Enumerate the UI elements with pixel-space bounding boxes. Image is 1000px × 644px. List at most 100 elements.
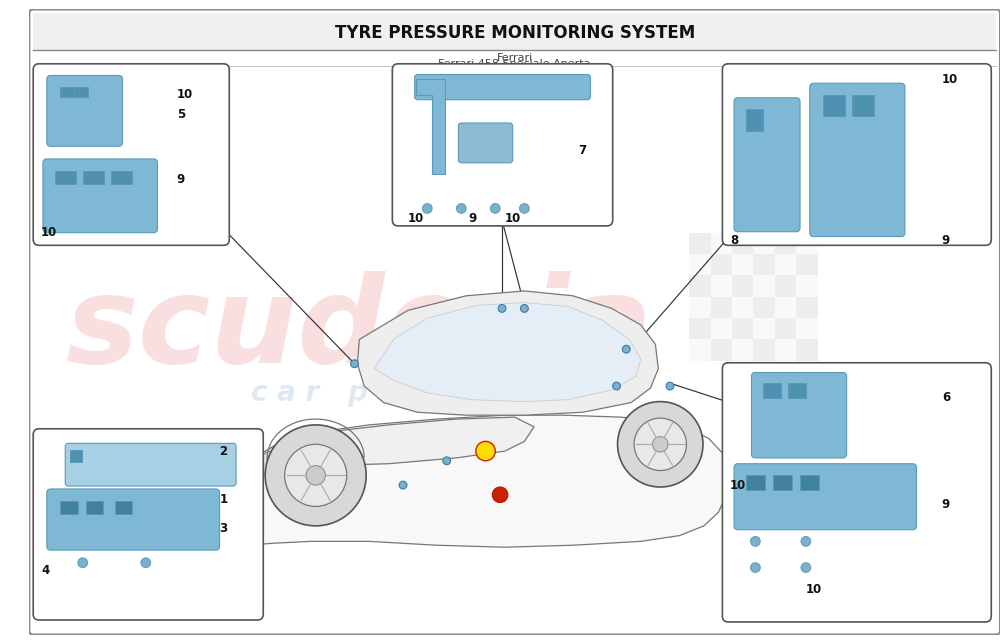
Text: 10: 10: [177, 88, 193, 101]
Bar: [74, 87, 88, 97]
Bar: [773, 475, 792, 490]
Circle shape: [492, 487, 508, 502]
Bar: [689, 318, 711, 339]
Bar: [775, 339, 796, 361]
Text: Ferrari: Ferrari: [497, 53, 533, 63]
Bar: [711, 297, 732, 318]
Bar: [775, 254, 796, 276]
Bar: [852, 95, 874, 116]
Bar: [83, 171, 104, 184]
Circle shape: [634, 418, 686, 471]
Polygon shape: [223, 415, 728, 547]
FancyBboxPatch shape: [47, 75, 123, 146]
Bar: [711, 318, 732, 339]
Text: 9: 9: [942, 234, 950, 247]
Circle shape: [476, 441, 495, 461]
FancyBboxPatch shape: [65, 443, 236, 486]
Circle shape: [652, 437, 668, 452]
FancyBboxPatch shape: [415, 75, 590, 100]
Bar: [746, 109, 763, 131]
Circle shape: [613, 382, 620, 390]
Bar: [711, 254, 732, 276]
Circle shape: [265, 425, 366, 526]
Circle shape: [498, 305, 506, 312]
Text: 10: 10: [942, 73, 958, 86]
Circle shape: [306, 466, 325, 485]
Bar: [753, 339, 775, 361]
Circle shape: [456, 204, 466, 213]
Circle shape: [520, 204, 529, 213]
Bar: [800, 475, 819, 490]
FancyBboxPatch shape: [734, 464, 917, 530]
Bar: [111, 171, 132, 184]
Polygon shape: [416, 79, 445, 175]
Text: 5: 5: [177, 108, 185, 121]
Circle shape: [751, 536, 760, 546]
Bar: [732, 232, 753, 254]
Bar: [711, 232, 732, 254]
Bar: [775, 276, 796, 297]
Text: scuderia: scuderia: [66, 271, 653, 388]
Bar: [732, 276, 753, 297]
Bar: [732, 339, 753, 361]
Bar: [732, 254, 753, 276]
Bar: [732, 297, 753, 318]
Bar: [796, 254, 818, 276]
FancyBboxPatch shape: [29, 10, 1000, 634]
Text: 1: 1: [220, 493, 228, 506]
Circle shape: [78, 558, 88, 567]
Bar: [732, 318, 753, 339]
FancyBboxPatch shape: [458, 123, 513, 163]
Bar: [788, 383, 806, 398]
FancyBboxPatch shape: [722, 363, 991, 622]
Bar: [753, 318, 775, 339]
FancyBboxPatch shape: [43, 159, 157, 232]
Bar: [711, 339, 732, 361]
Bar: [60, 87, 74, 97]
Text: 9: 9: [177, 173, 185, 186]
Bar: [55, 171, 76, 184]
Text: 10: 10: [408, 212, 424, 225]
Bar: [70, 450, 82, 462]
Text: 8: 8: [730, 234, 738, 247]
Text: 10: 10: [41, 226, 57, 239]
Bar: [115, 500, 132, 514]
Text: 10: 10: [730, 478, 746, 491]
Circle shape: [490, 204, 500, 213]
Text: 9: 9: [468, 212, 476, 225]
Circle shape: [422, 204, 432, 213]
Text: 10: 10: [505, 212, 521, 225]
FancyBboxPatch shape: [47, 489, 220, 550]
Bar: [796, 276, 818, 297]
Bar: [60, 500, 78, 514]
Bar: [796, 339, 818, 361]
Circle shape: [751, 563, 760, 573]
Bar: [753, 297, 775, 318]
Circle shape: [443, 457, 451, 465]
Circle shape: [622, 345, 630, 353]
Bar: [796, 318, 818, 339]
Circle shape: [618, 402, 703, 487]
Bar: [689, 276, 711, 297]
Polygon shape: [357, 291, 658, 415]
Bar: [753, 276, 775, 297]
Bar: [689, 339, 711, 361]
Bar: [796, 297, 818, 318]
Circle shape: [801, 563, 811, 573]
Circle shape: [666, 382, 674, 390]
FancyBboxPatch shape: [33, 64, 229, 245]
FancyBboxPatch shape: [33, 429, 263, 620]
Bar: [775, 318, 796, 339]
Bar: [33, 14, 996, 50]
Bar: [753, 232, 775, 254]
Circle shape: [351, 360, 358, 368]
Text: 9: 9: [942, 498, 950, 511]
Bar: [823, 95, 845, 116]
Bar: [775, 297, 796, 318]
Polygon shape: [243, 441, 311, 487]
FancyBboxPatch shape: [392, 64, 613, 226]
Circle shape: [141, 558, 151, 567]
Bar: [746, 475, 765, 490]
Bar: [711, 276, 732, 297]
Bar: [796, 232, 818, 254]
